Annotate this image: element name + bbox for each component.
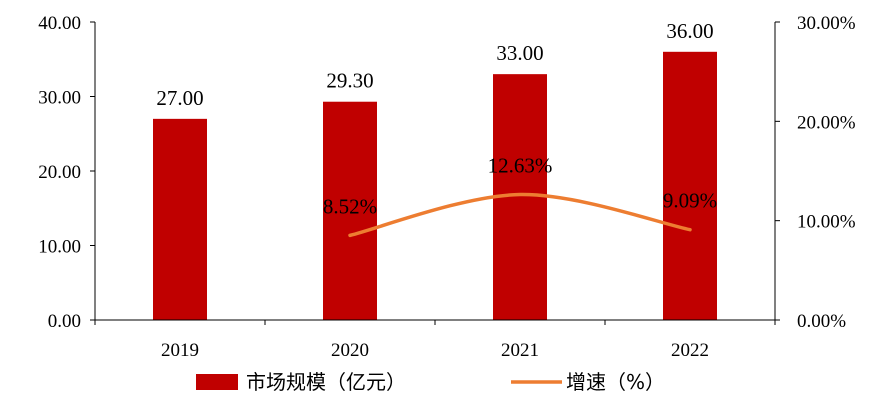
data-labels: 27.00 29.30 33.00 36.00 8.52% 12.63% 9.09%	[156, 19, 717, 219]
y-right-tick-label: 30.00%	[797, 13, 856, 34]
line-value-label: 8.52%	[323, 194, 377, 218]
bar	[323, 101, 377, 320]
y-left-tick-label: 0.00	[48, 311, 81, 332]
legend-line-label: 增速（%）	[566, 370, 665, 394]
y-right-tick-label: 0.00%	[797, 311, 846, 332]
line-value-label: 9.09%	[663, 189, 717, 213]
bar-series	[153, 51, 717, 321]
legend: 市场规模（亿元） 增速（%）	[196, 370, 665, 394]
y-right-tick-label: 10.00%	[797, 212, 856, 233]
y-left-tick-label: 40.00	[38, 13, 81, 34]
bar	[153, 118, 207, 320]
bar-value-label: 36.00	[666, 19, 713, 43]
line-series	[348, 192, 692, 238]
growth-line	[348, 192, 692, 238]
y-left-tick-label: 20.00	[38, 162, 81, 183]
bar-value-label: 33.00	[496, 41, 543, 65]
x-tick-label: 2021	[501, 340, 539, 361]
y-left-tick-label: 10.00	[38, 237, 81, 258]
bar-value-label: 29.30	[326, 69, 373, 93]
bar	[663, 51, 717, 321]
y-left-tick-label: 30.00	[38, 88, 81, 109]
bar-value-label: 27.00	[156, 86, 203, 110]
line-value-label: 12.63%	[488, 154, 553, 178]
x-tick-label: 2022	[671, 340, 709, 361]
legend-bar-label: 市场规模（亿元）	[246, 370, 406, 394]
x-tick-label: 2020	[331, 340, 369, 361]
y-right-tick-label: 20.00%	[797, 112, 856, 133]
legend-bar-swatch	[196, 374, 238, 390]
axes: 0.00 10.00 20.00 30.00 40.00 0.00% 10.00% 20.00…	[38, 13, 856, 361]
x-tick-label: 2019	[161, 340, 199, 361]
